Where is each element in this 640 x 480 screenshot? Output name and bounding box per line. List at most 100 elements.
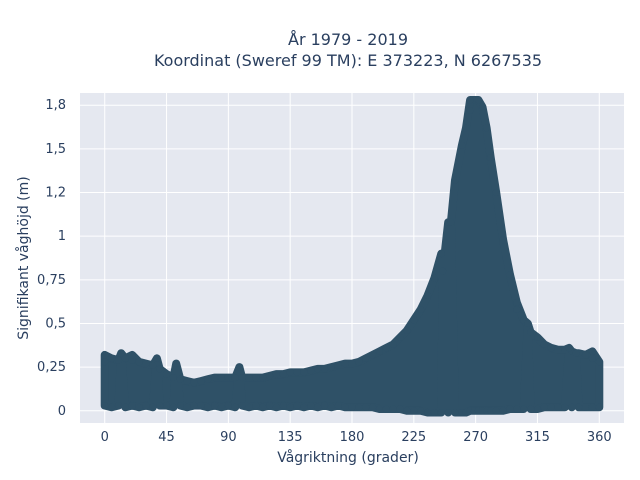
scatter-point [376, 347, 383, 355]
scatter-point [575, 403, 583, 411]
scatter-point [204, 403, 212, 411]
scatter-point [376, 405, 383, 413]
scatter-point [169, 403, 177, 411]
scatter-point [300, 403, 308, 411]
scatter-point [451, 176, 459, 184]
scatter-point [451, 409, 459, 416]
scatter-point [197, 377, 205, 385]
scatter-point [128, 356, 136, 364]
scatter-point [568, 403, 576, 411]
scatter-point [153, 354, 161, 362]
scatter-point [321, 402, 328, 409]
scatter-point [389, 405, 397, 413]
scatter-point [101, 358, 109, 366]
scatter-point [513, 299, 521, 306]
scatter-point [183, 403, 191, 411]
scatter-point [176, 375, 184, 383]
scatter-point [334, 361, 342, 369]
scatter-point [565, 344, 573, 352]
scatter-point [204, 375, 212, 383]
scatter-point [108, 354, 116, 362]
scatter-point [245, 374, 253, 382]
scatter-point [115, 356, 122, 364]
y-tick-label: 0,25 [37, 360, 66, 375]
chart-title-line-2: Koordinat (Sweref 99 TM): E 373223, N 62… [154, 51, 542, 70]
scatter-point [108, 403, 116, 411]
x-tick-label: 90 [220, 430, 237, 445]
scatter-point [403, 327, 411, 334]
scatter-point [466, 107, 474, 114]
scatter-point [121, 403, 129, 411]
scatter-point [314, 403, 322, 411]
scatter-point [582, 351, 589, 359]
scatter-point [142, 402, 150, 409]
scatter-point [540, 340, 548, 348]
scatter-point [300, 368, 308, 376]
scatter-point [595, 403, 603, 411]
scatter-point [444, 409, 452, 416]
y-tick-label: 1,8 [45, 98, 66, 113]
scatter-point [128, 402, 136, 409]
scatter-point [410, 407, 418, 415]
scatter-point [224, 402, 232, 409]
scatter-point [238, 374, 246, 382]
scatter-point [341, 403, 349, 411]
scatter-point [211, 374, 219, 382]
scatter-point [369, 403, 377, 411]
scatter-point [458, 141, 466, 149]
scatter-point [389, 340, 397, 348]
scatter-point [492, 189, 500, 196]
y-tick-label: 0,5 [45, 316, 66, 331]
scatter-point [135, 358, 143, 366]
scatter-point [190, 402, 198, 409]
scatter-point [524, 320, 532, 327]
x-tick-label: 0 [101, 430, 109, 445]
scatter-point [520, 405, 528, 413]
scatter-point [252, 374, 260, 382]
scatter-point [197, 402, 205, 409]
scatter-point [115, 402, 122, 409]
scatter-point [135, 403, 143, 411]
scatter-point [506, 405, 514, 413]
scatter-point [506, 271, 514, 279]
y-axis-title: Signifikant våghöjd (m) [15, 176, 32, 339]
scatter-point [479, 103, 486, 111]
scatter-point [540, 403, 548, 411]
scatter-point [128, 351, 136, 359]
scatter-point [369, 351, 377, 359]
scatter-point [403, 407, 411, 415]
scatter-point [424, 409, 432, 416]
scatter-point [279, 402, 287, 409]
scatter-point [437, 250, 445, 258]
scatter-point [474, 96, 482, 104]
scatter-point [527, 328, 535, 336]
scatter-point [238, 402, 246, 409]
x-tick-label: 225 [401, 430, 426, 445]
scatter-point [362, 403, 370, 411]
scatter-point [307, 402, 315, 409]
scatter-point [534, 333, 541, 341]
scatter-point [266, 402, 274, 409]
scatter-point [588, 347, 596, 355]
scatter-point [259, 374, 267, 382]
scatter-point [355, 358, 363, 366]
scatter-point [293, 402, 301, 409]
scatter-point [547, 344, 555, 352]
scatter-point [355, 403, 363, 411]
scatter-point [382, 344, 390, 352]
scatter-point [245, 403, 253, 411]
scatter-point [169, 374, 177, 382]
scatter-point [410, 316, 418, 324]
scatter-point [447, 218, 455, 226]
data-points [100, 96, 604, 417]
scatter-point [183, 377, 191, 385]
chart-title-line-1: År 1979 - 2019 [288, 30, 408, 49]
scatter-point [424, 292, 432, 299]
x-tick-label: 180 [340, 430, 365, 445]
scatter-point [327, 403, 335, 411]
scatter-point [572, 349, 580, 357]
scatter-point [396, 333, 404, 341]
scatter-point [163, 402, 170, 409]
scatter-point [348, 403, 356, 411]
scatter-point [149, 361, 157, 369]
